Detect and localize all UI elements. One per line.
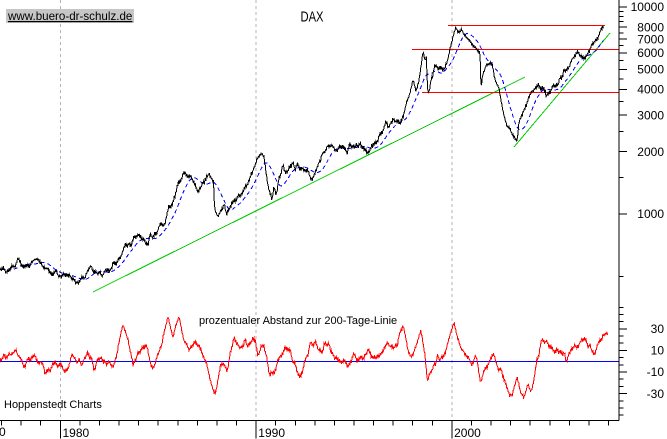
svg-text:Hoppenstedt Charts: Hoppenstedt Charts <box>4 399 102 411</box>
svg-text:30: 30 <box>651 322 665 336</box>
svg-text:1980: 1980 <box>63 426 90 439</box>
svg-text:6000: 6000 <box>637 46 664 60</box>
svg-text:8000: 8000 <box>637 20 664 34</box>
svg-text:2000: 2000 <box>454 426 481 439</box>
svg-text:4000: 4000 <box>637 83 664 97</box>
svg-text:DAX: DAX <box>301 9 324 26</box>
svg-text:prozentualer Abstand zur 200-T: prozentualer Abstand zur 200-Tage-Linie <box>199 315 397 327</box>
svg-text:1970: 1970 <box>0 425 6 439</box>
svg-text:-30: -30 <box>647 387 665 401</box>
svg-text:7000: 7000 <box>637 32 664 46</box>
svg-text:1000: 1000 <box>637 207 664 221</box>
svg-text:www.buero-dr-schulz.de: www.buero-dr-schulz.de <box>7 10 132 23</box>
svg-text:5000: 5000 <box>637 63 664 77</box>
svg-text:3000: 3000 <box>637 108 664 122</box>
svg-text:1990: 1990 <box>258 426 285 439</box>
svg-text:2000: 2000 <box>637 145 664 159</box>
svg-text:10: 10 <box>651 344 665 358</box>
svg-text:-10: -10 <box>647 365 665 379</box>
svg-text:10000: 10000 <box>631 0 665 14</box>
